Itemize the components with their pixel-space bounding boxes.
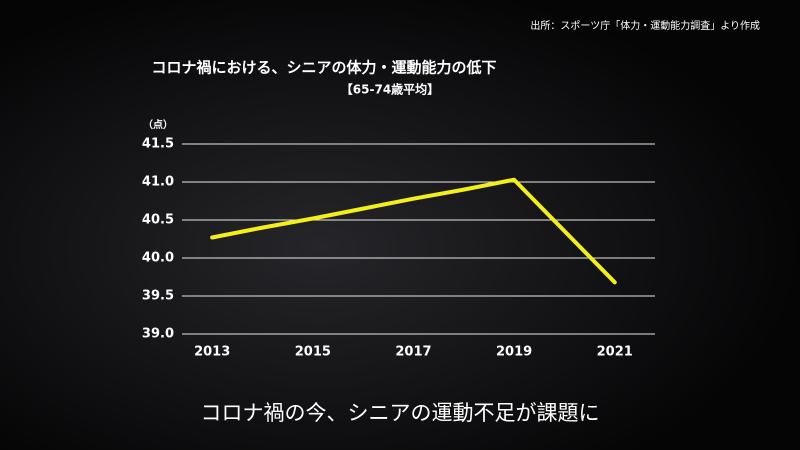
x-tick-label: 2015	[295, 345, 331, 360]
x-tick-label: 2017	[395, 345, 431, 360]
y-tick-label: 39.0	[142, 327, 174, 342]
chart-title: コロナ禍における、シニアの体力・運動能力の低下	[151, 59, 496, 77]
y-tick-label: 40.5	[142, 213, 174, 228]
y-tick-label: 41.5	[142, 137, 174, 152]
x-tick-label: 2021	[597, 345, 633, 360]
data-line	[210, 177, 617, 285]
y-tick-label: 40.0	[142, 251, 174, 266]
x-tick-label: 2013	[194, 345, 230, 360]
caption: コロナ禍の今、シニアの運動不足が課題に	[201, 401, 600, 425]
source: 出所：スポーツ庁「体力・運動能力調査」より作成	[530, 19, 760, 32]
y-tick-label: 41.0	[142, 175, 174, 190]
y-tick-label: 39.5	[142, 289, 174, 304]
y-axis-label: （点）	[143, 118, 173, 131]
chart-subtitle: 【65-74歳平均】	[341, 82, 439, 97]
x-tick-label: 2019	[496, 345, 532, 360]
